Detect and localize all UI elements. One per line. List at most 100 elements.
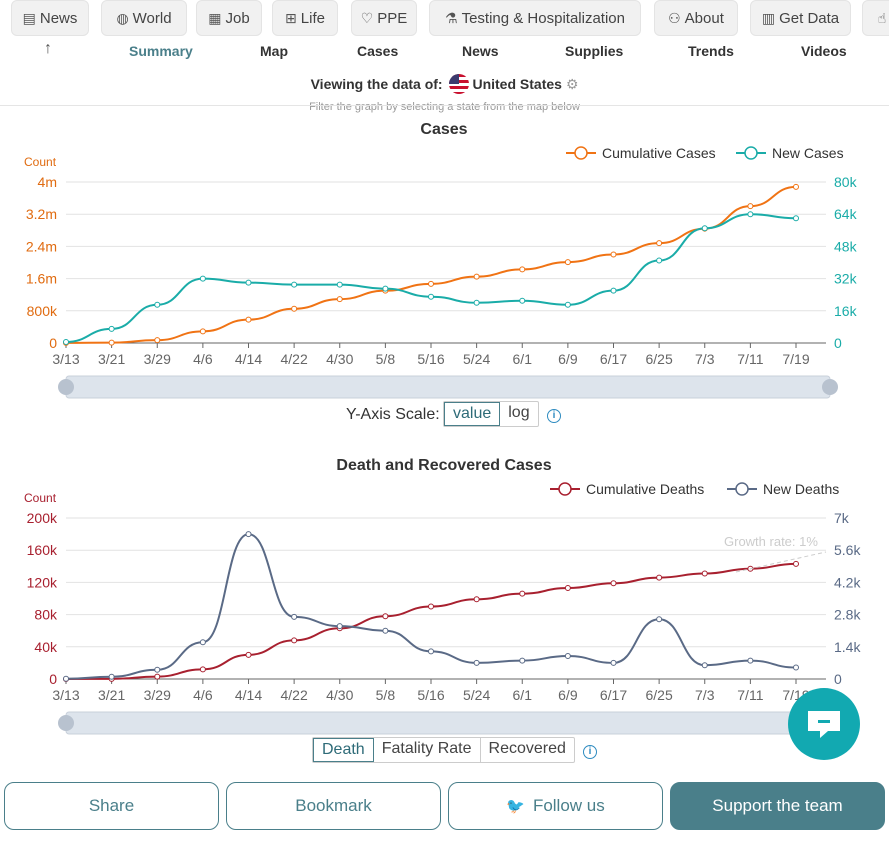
data-point (473, 273, 480, 280)
tab-cases[interactable]: Cases (357, 43, 399, 59)
x-tick-label: 6/9 (558, 687, 578, 703)
deaths-chart: Death and Recovered Cases Count Cumulative… (24, 457, 861, 735)
data-point (154, 337, 161, 344)
nav-get-data[interactable]: ▥ Get Data (750, 0, 851, 36)
x-tick-label: 4/6 (193, 351, 213, 367)
y-tick-right: 1.4k (834, 639, 861, 655)
data-point (564, 653, 571, 659)
x-tick-label: 5/8 (376, 351, 396, 367)
x-tick-label: 3/29 (144, 351, 171, 367)
region-name[interactable]: United States (472, 76, 562, 92)
x-tick-label: 4/30 (326, 351, 353, 367)
zoom-handle-left (58, 379, 74, 395)
data-point (701, 662, 708, 669)
zoom-handle-left (58, 715, 74, 731)
bookmark-button[interactable]: Bookmark (226, 782, 441, 830)
y-tick-right: 7k (834, 510, 850, 526)
nav-world[interactable]: ◍ World (101, 0, 187, 36)
death-mode-toggle: Death Fatality Rate Recovered (312, 737, 575, 763)
data-point (336, 281, 343, 288)
growth-rate-annotation: Growth rate: 1% (724, 534, 818, 549)
nav-job[interactable]: ▦ Job (196, 0, 262, 36)
y-tick-right: 16k (834, 303, 858, 319)
follow-button[interactable]: 🐦 Follow us (448, 782, 663, 830)
data-point (154, 301, 161, 308)
x-tick-label: 5/16 (417, 687, 444, 703)
data-point (564, 301, 571, 308)
zoom-handle-right (822, 379, 838, 395)
nav-life[interactable]: ⊞ Life (272, 0, 338, 36)
y-tick-right: 32k (834, 271, 858, 287)
share-button[interactable]: Share (4, 782, 219, 830)
x-tick-label: 5/24 (463, 687, 490, 703)
nav-testing-hospitalization[interactable]: ⚗ Testing & Hospitalization (429, 0, 641, 36)
data-point (610, 287, 617, 294)
scale-log-button[interactable]: log (508, 404, 530, 421)
nav-news[interactable]: ▤ News (11, 0, 89, 36)
y-tick-right: 48k (834, 238, 858, 254)
data-point (701, 225, 708, 232)
x-tick-label: 6/1 (513, 351, 533, 367)
chart-title: Death and Recovered Cases (336, 457, 551, 474)
data-point (245, 279, 252, 286)
top-nav: ▤ News ◍ World ▦ Job ⊞ Life ♡ PPE ⚗ Testing & Hospi… (0, 0, 889, 38)
x-tick-label: 3/21 (98, 687, 125, 703)
legend-marker (735, 482, 749, 496)
data-point (336, 623, 343, 630)
y-tick-left: 0 (49, 335, 57, 351)
legend-label: New Cases (772, 145, 844, 161)
us-flag-icon (449, 74, 470, 94)
y-tick-right: 80k (834, 174, 858, 190)
scale-value-button[interactable]: value (444, 402, 501, 426)
nav-ppe[interactable]: ♡ PPE (351, 0, 417, 36)
data-point (245, 651, 252, 658)
x-tick-label: 3/13 (52, 351, 79, 367)
nav-about[interactable]: ⚇ About (654, 0, 738, 36)
chat-button[interactable] (788, 688, 860, 760)
gear-icon[interactable]: ⚙ (565, 76, 579, 92)
mode-recovered-button[interactable]: Recovered (488, 740, 566, 757)
data-point (382, 285, 389, 292)
tab-videos[interactable]: Videos (801, 43, 847, 59)
tab-summary[interactable]: Summary (129, 43, 193, 59)
data-point (473, 596, 480, 603)
info-icon[interactable]: i (547, 409, 561, 423)
mode-death-button[interactable]: Death (313, 738, 374, 762)
mode-fatality-rate-button[interactable]: Fatality Rate (374, 738, 481, 762)
data-point (747, 657, 754, 664)
cases-chart: Cases Count Cumulative Cases New Cases 0 0 800… (24, 121, 858, 399)
data-point (656, 257, 663, 264)
nav-label: World (132, 9, 172, 27)
info-icon[interactable]: i (583, 745, 597, 759)
data-point (245, 316, 252, 323)
data-point (747, 203, 754, 210)
data-point (382, 613, 389, 620)
legend-label: Cumulative Deaths (586, 481, 704, 497)
data-point (199, 328, 206, 335)
tab-supplies[interactable]: Supplies (565, 43, 624, 59)
tab-news[interactable]: News (462, 43, 499, 59)
data-point (519, 266, 526, 273)
data-point (519, 590, 526, 597)
tab-map[interactable]: Map (260, 43, 288, 59)
data-point (656, 240, 663, 247)
data-point (428, 293, 434, 300)
nav-like[interactable]: ☝ (862, 0, 889, 36)
legend-marker (558, 482, 572, 496)
x-tick-label: 4/6 (193, 687, 213, 703)
x-tick-label: 7/3 (695, 351, 715, 367)
y-tick-left: 40k (34, 639, 58, 655)
newspaper-icon: ▤ (22, 9, 36, 26)
data-point (519, 657, 526, 664)
tab-trends[interactable]: Trends (688, 43, 734, 59)
spreadsheet-icon: ▥ (761, 9, 776, 26)
nav-label: News (39, 9, 78, 27)
data-point (199, 275, 206, 282)
support-button[interactable]: Support the team (670, 782, 885, 830)
y-tick-left: 3.2m (26, 206, 57, 222)
data-point (473, 659, 480, 666)
data-point (656, 616, 663, 623)
back-arrow-icon[interactable]: ↑ (44, 40, 52, 57)
data-point (564, 259, 571, 266)
data-point (610, 580, 617, 587)
